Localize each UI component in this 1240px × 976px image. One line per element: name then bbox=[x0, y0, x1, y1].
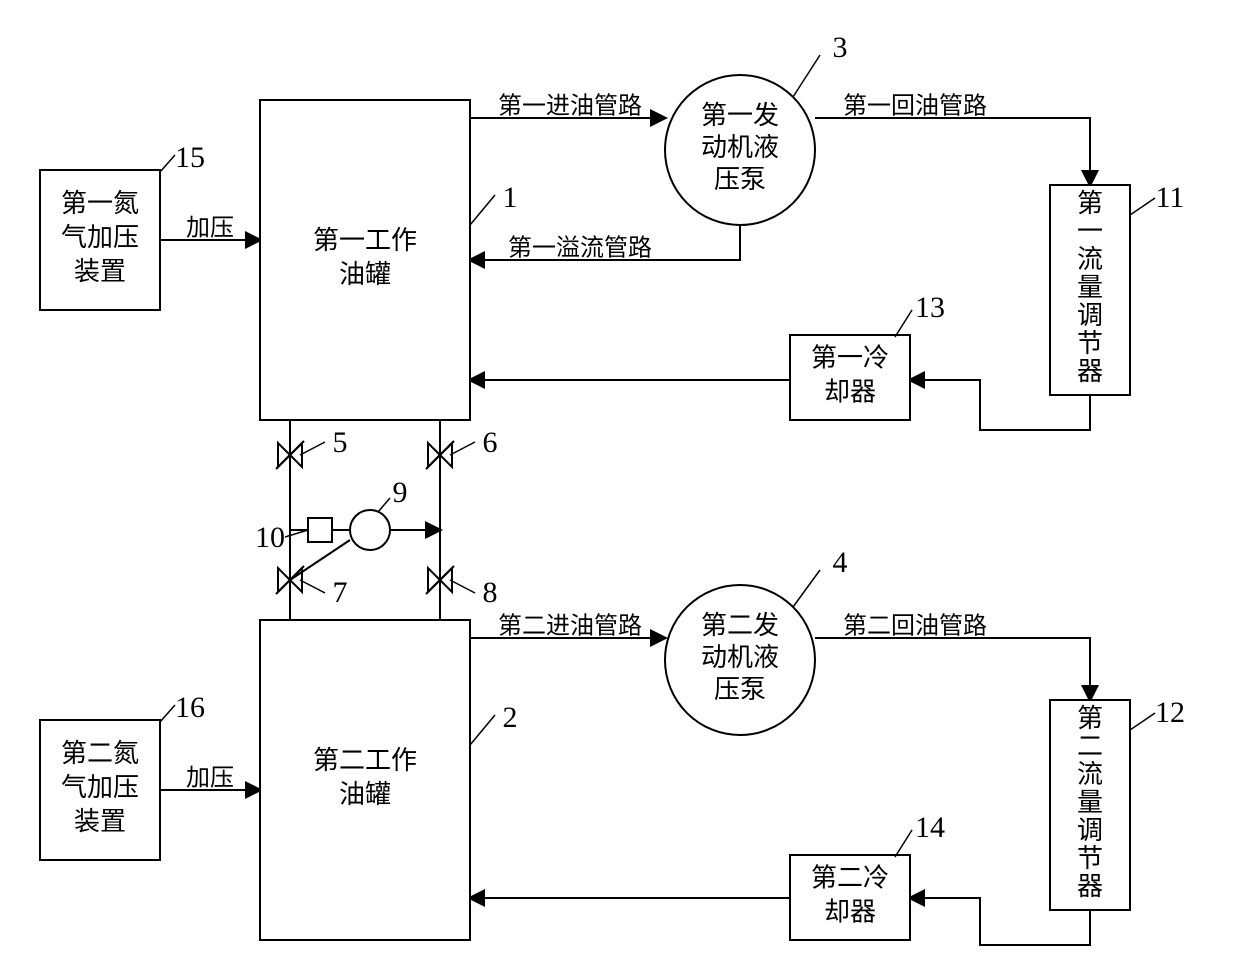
callout-leader-10 bbox=[285, 530, 308, 537]
node-small_square bbox=[308, 518, 332, 542]
callout-num-3: 3 bbox=[833, 31, 848, 64]
callout-leader-2 bbox=[470, 715, 495, 745]
svg-text:动机液: 动机液 bbox=[701, 643, 779, 672]
callout-leader-6 bbox=[450, 442, 475, 455]
callout-num-4: 4 bbox=[833, 546, 848, 579]
svg-text:第: 第 bbox=[1077, 704, 1103, 733]
callout-num-9: 9 bbox=[393, 476, 408, 509]
label-ll_inlet1: 第一进油管路 bbox=[498, 93, 642, 120]
callout-num-15: 15 bbox=[175, 141, 205, 174]
callout-leader-11 bbox=[1130, 198, 1155, 215]
callout-num-10: 10 bbox=[255, 521, 285, 554]
callout-leader-16 bbox=[160, 705, 175, 722]
svg-text:第一工作: 第一工作 bbox=[313, 226, 417, 255]
callout-num-2: 2 bbox=[503, 701, 518, 734]
callout-leader-1 bbox=[470, 195, 495, 225]
callout-num-5: 5 bbox=[333, 426, 348, 459]
svg-text:量: 量 bbox=[1077, 788, 1103, 817]
callout-num-16: 16 bbox=[175, 691, 205, 724]
callout-num-14: 14 bbox=[915, 811, 945, 844]
svg-text:节: 节 bbox=[1077, 329, 1103, 358]
svg-text:第一发: 第一发 bbox=[701, 101, 779, 130]
svg-text:压泵: 压泵 bbox=[714, 165, 766, 194]
svg-text:第二发: 第二发 bbox=[701, 611, 779, 640]
callout-num-7: 7 bbox=[333, 576, 348, 609]
svg-text:第一冷: 第一冷 bbox=[811, 343, 889, 372]
svg-text:气加压: 气加压 bbox=[61, 773, 139, 802]
svg-text:第二冷: 第二冷 bbox=[811, 863, 889, 892]
svg-text:气加压: 气加压 bbox=[61, 223, 139, 252]
callout-num-8: 8 bbox=[483, 576, 498, 609]
svg-text:却器: 却器 bbox=[824, 377, 876, 406]
label-ll_press1: 加压 bbox=[186, 215, 234, 242]
svg-text:油罐: 油罐 bbox=[339, 780, 391, 809]
callout-num-11: 11 bbox=[1156, 181, 1185, 214]
svg-text:装置: 装置 bbox=[74, 807, 126, 836]
svg-text:调: 调 bbox=[1077, 301, 1103, 330]
svg-text:动机液: 动机液 bbox=[701, 133, 779, 162]
svg-text:流: 流 bbox=[1077, 760, 1103, 789]
label-ll_return2: 第二回油管路 bbox=[843, 613, 987, 640]
callout-leader-13 bbox=[895, 310, 912, 337]
svg-text:节: 节 bbox=[1077, 844, 1103, 873]
svg-text:第二氮: 第二氮 bbox=[61, 739, 139, 768]
callout-leader-15 bbox=[160, 155, 175, 172]
svg-text:量: 量 bbox=[1077, 273, 1103, 302]
svg-text:第二工作: 第二工作 bbox=[313, 746, 417, 775]
callout-leader-14 bbox=[895, 830, 912, 857]
callout-leader-8 bbox=[450, 580, 475, 593]
callout-num-13: 13 bbox=[915, 291, 945, 324]
callout-leader-5 bbox=[300, 442, 325, 455]
svg-text:油罐: 油罐 bbox=[339, 260, 391, 289]
callout-leader-4 bbox=[793, 570, 820, 607]
svg-text:压泵: 压泵 bbox=[714, 675, 766, 704]
svg-text:二: 二 bbox=[1077, 732, 1103, 761]
callout-num-1: 1 bbox=[503, 181, 518, 214]
svg-text:装置: 装置 bbox=[74, 257, 126, 286]
svg-text:流: 流 bbox=[1077, 245, 1103, 274]
label-ll_inlet2: 第二进油管路 bbox=[498, 613, 642, 640]
callout-num-12: 12 bbox=[1155, 696, 1185, 729]
svg-text:却器: 却器 bbox=[824, 897, 876, 926]
callout-leader-12 bbox=[1130, 713, 1155, 730]
svg-text:第: 第 bbox=[1077, 189, 1103, 218]
svg-text:第一氮: 第一氮 bbox=[61, 189, 139, 218]
label-ll_overflow1: 第一溢流管路 bbox=[508, 235, 652, 262]
label-ll_press2: 加压 bbox=[186, 765, 234, 792]
svg-text:器: 器 bbox=[1077, 357, 1103, 386]
callout-leader-7 bbox=[300, 580, 325, 593]
system-diagram: 第一氮气加压装置第二氮气加压装置第一工作油罐第二工作油罐第一发动机液压泵第二发动… bbox=[0, 0, 1240, 976]
pipe-p_diag bbox=[290, 540, 350, 580]
pipe-p_return1 bbox=[815, 118, 1090, 185]
node-small_circle bbox=[350, 510, 390, 550]
callout-leader-3 bbox=[793, 55, 820, 97]
svg-text:器: 器 bbox=[1077, 872, 1103, 901]
svg-text:一: 一 bbox=[1077, 217, 1103, 246]
callout-leader-9 bbox=[378, 498, 390, 512]
callout-num-6: 6 bbox=[483, 426, 498, 459]
label-ll_return1: 第一回油管路 bbox=[843, 93, 987, 120]
svg-text:调: 调 bbox=[1077, 816, 1103, 845]
pipe-p_return2 bbox=[815, 638, 1090, 700]
